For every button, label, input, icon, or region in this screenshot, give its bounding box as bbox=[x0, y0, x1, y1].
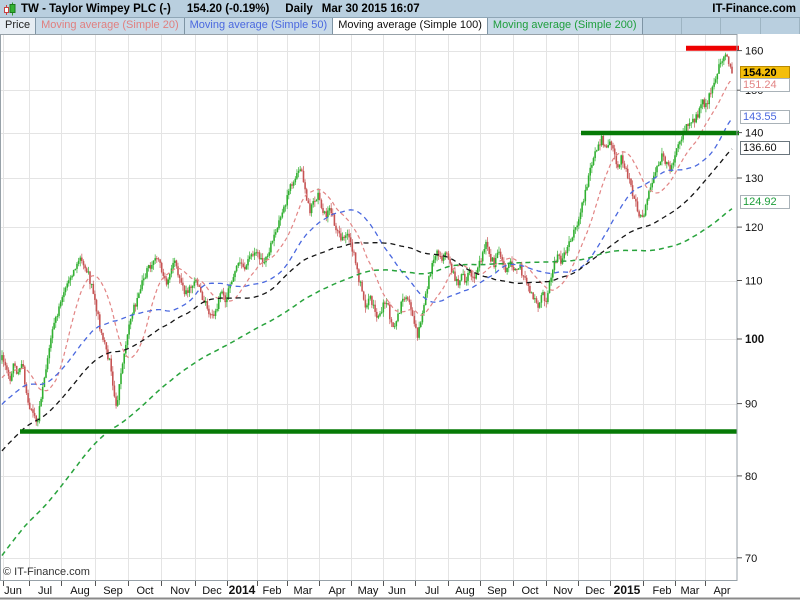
x-tick-label: Feb bbox=[263, 585, 282, 597]
price-badge: 151.24 bbox=[740, 78, 790, 92]
x-tick-label: Apr bbox=[713, 585, 730, 597]
tab-moving-average-simple-20[interactable]: Moving average (Simple 20) bbox=[36, 18, 185, 34]
x-tick-label: Oct bbox=[521, 585, 538, 597]
x-tick-label: Aug bbox=[455, 585, 475, 597]
instrument-title: TW - Taylor Wimpey PLC (-) bbox=[21, 2, 171, 15]
ma-50-line bbox=[1, 118, 733, 405]
x-tick-label: Aug bbox=[70, 585, 90, 597]
x-tick-label: Dec bbox=[585, 585, 605, 597]
ma-20-line bbox=[1, 78, 733, 392]
x-tick-label: Apr bbox=[328, 585, 345, 597]
price-badge: 154.20 bbox=[740, 66, 790, 80]
x-axis: Jun Jul Aug Sep Oct Nov Dec 2014 Feb Mar Apr May Jun… bbox=[3, 581, 731, 597]
tab-moving-average-simple-200[interactable]: Moving average (Simple 200) bbox=[487, 18, 643, 34]
price-badge: 143.55 bbox=[740, 110, 790, 124]
y-tick-label: 80 bbox=[745, 471, 757, 483]
x-tick-label: Sep bbox=[103, 585, 123, 597]
x-tick-label: 2015 bbox=[614, 583, 641, 597]
y-tick-label: 90 bbox=[745, 399, 757, 411]
tab-empty-slot bbox=[682, 18, 722, 34]
title-bar: TW - Taylor Wimpey PLC (-) 154.20 (-0.19… bbox=[0, 0, 800, 18]
x-tick-label: May bbox=[358, 585, 379, 597]
x-tick-label: Mar bbox=[681, 585, 700, 597]
x-tick-label: Feb bbox=[653, 585, 672, 597]
x-tick-label: Jun bbox=[388, 585, 406, 597]
x-tick-label: Dec bbox=[202, 585, 222, 597]
y-tick-label: 120 bbox=[745, 222, 763, 234]
y-tick-label: 110 bbox=[745, 276, 763, 288]
x-tick-label: Jul bbox=[38, 585, 52, 597]
tab-empty-slot bbox=[721, 18, 761, 34]
timeframe-label: Daily bbox=[285, 2, 313, 15]
y-tick-label: 140 bbox=[745, 128, 763, 140]
copyright-watermark: © IT-Finance.com bbox=[3, 566, 90, 578]
ma-200-line bbox=[1, 208, 733, 557]
y-tick-label: 130 bbox=[745, 173, 763, 185]
brand-link[interactable]: IT-Finance.com bbox=[712, 2, 796, 15]
last-price-change: 154.20 (-0.19%) bbox=[186, 2, 270, 15]
price-badge: 124.92 bbox=[740, 195, 790, 209]
tab-moving-average-simple-100[interactable]: Moving average (Simple 100) bbox=[333, 18, 488, 34]
y-tick-label: 70 bbox=[745, 553, 757, 565]
price-badge: 136.60 bbox=[740, 141, 790, 155]
ma-100-line bbox=[1, 148, 733, 452]
candlestick-app-icon bbox=[3, 2, 17, 16]
tab-empty-slot bbox=[761, 18, 800, 34]
last-update-datetime: Mar 30 2015 16:07 bbox=[321, 2, 420, 15]
x-tick-label: Oct bbox=[136, 585, 153, 597]
x-tick-label: Jun bbox=[4, 585, 22, 597]
tab-empty-slot bbox=[643, 18, 682, 34]
x-tick-label: Mar bbox=[294, 585, 313, 597]
tab-price[interactable]: Price bbox=[0, 18, 37, 34]
x-tick-label: Jul bbox=[425, 585, 439, 597]
tab-moving-average-simple-50[interactable]: Moving average (Simple 50) bbox=[184, 18, 334, 34]
x-tick-label: Nov bbox=[553, 585, 573, 597]
x-tick-label: 2014 bbox=[229, 583, 256, 597]
x-tick-label: Sep bbox=[487, 585, 507, 597]
x-tick-label: Nov bbox=[170, 585, 190, 597]
y-tick-label: 160 bbox=[745, 46, 763, 58]
indicator-tab-bar: Price Moving average (Simple 20) Moving av… bbox=[0, 18, 800, 34]
y-tick-label: 100 bbox=[745, 334, 764, 346]
candlestick-series bbox=[1, 52, 733, 427]
